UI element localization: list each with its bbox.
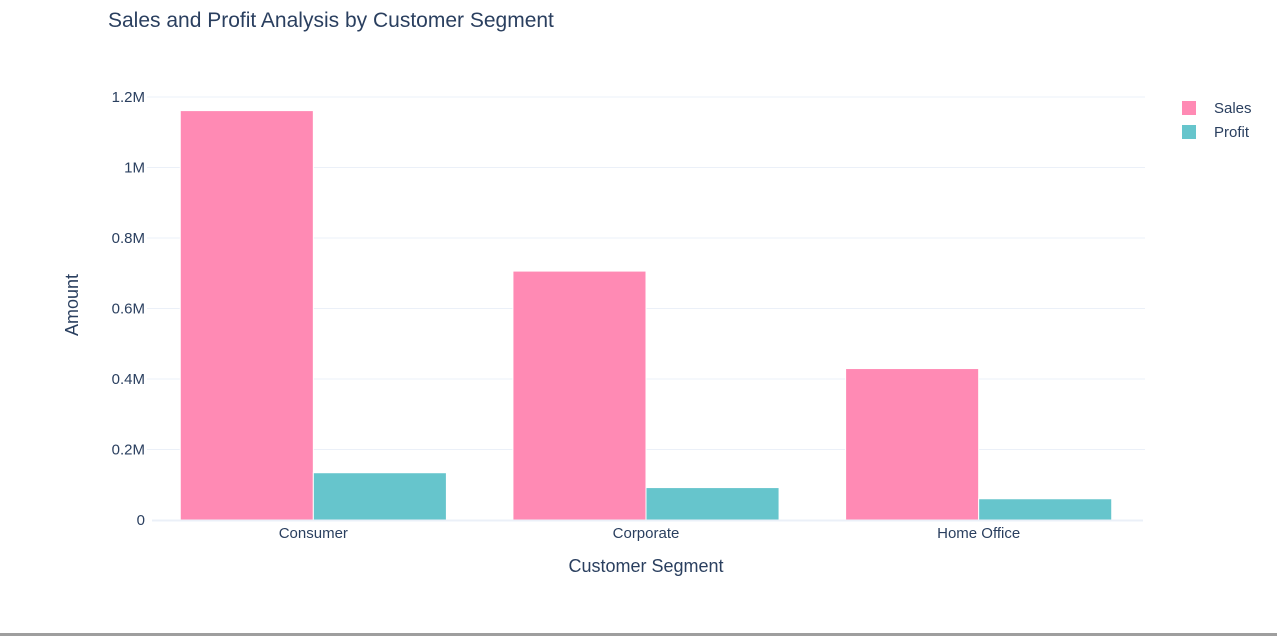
- x-tick-label: Home Office: [937, 525, 1020, 542]
- legend-swatch-sales[interactable]: [1182, 101, 1196, 115]
- legend-swatch-profit[interactable]: [1182, 125, 1196, 139]
- x-axis-title: Customer Segment: [568, 556, 723, 576]
- bar-sales-consumer[interactable]: [179, 110, 314, 521]
- x-tick-label: Corporate: [613, 525, 680, 542]
- y-tick-label: 0.6M: [112, 301, 145, 318]
- legend-label-sales[interactable]: Sales: [1214, 100, 1252, 117]
- legend: Sales Profit: [1182, 100, 1252, 141]
- y-tick-label: 0.2M: [112, 442, 145, 459]
- y-tick-label: 1.2M: [112, 89, 145, 106]
- y-axis-title: Amount: [62, 274, 82, 336]
- y-tick-labels: 0 0.2M 0.4M 0.6M 0.8M 1M 1.2M: [112, 89, 145, 529]
- y-tick-label: 0.4M: [112, 371, 145, 388]
- x-tick-label: Consumer: [279, 525, 348, 542]
- x-tick-labels: Consumer Corporate Home Office: [279, 525, 1020, 542]
- bar-profit-home-office[interactable]: [978, 498, 1113, 521]
- bar-profit-consumer[interactable]: [312, 472, 447, 521]
- y-tick-label: 0.8M: [112, 230, 145, 247]
- legend-label-profit[interactable]: Profit: [1214, 124, 1250, 141]
- bars: [179, 110, 1113, 521]
- bar-sales-home-office[interactable]: [845, 368, 980, 521]
- y-tick-label: 0: [137, 512, 145, 529]
- bar-profit-corporate[interactable]: [645, 487, 780, 521]
- chart-title: Sales and Profit Analysis by Customer Se…: [108, 9, 554, 32]
- bottom-divider: [0, 633, 1277, 636]
- bar-sales-corporate[interactable]: [512, 270, 647, 521]
- y-tick-label: 1M: [124, 160, 145, 177]
